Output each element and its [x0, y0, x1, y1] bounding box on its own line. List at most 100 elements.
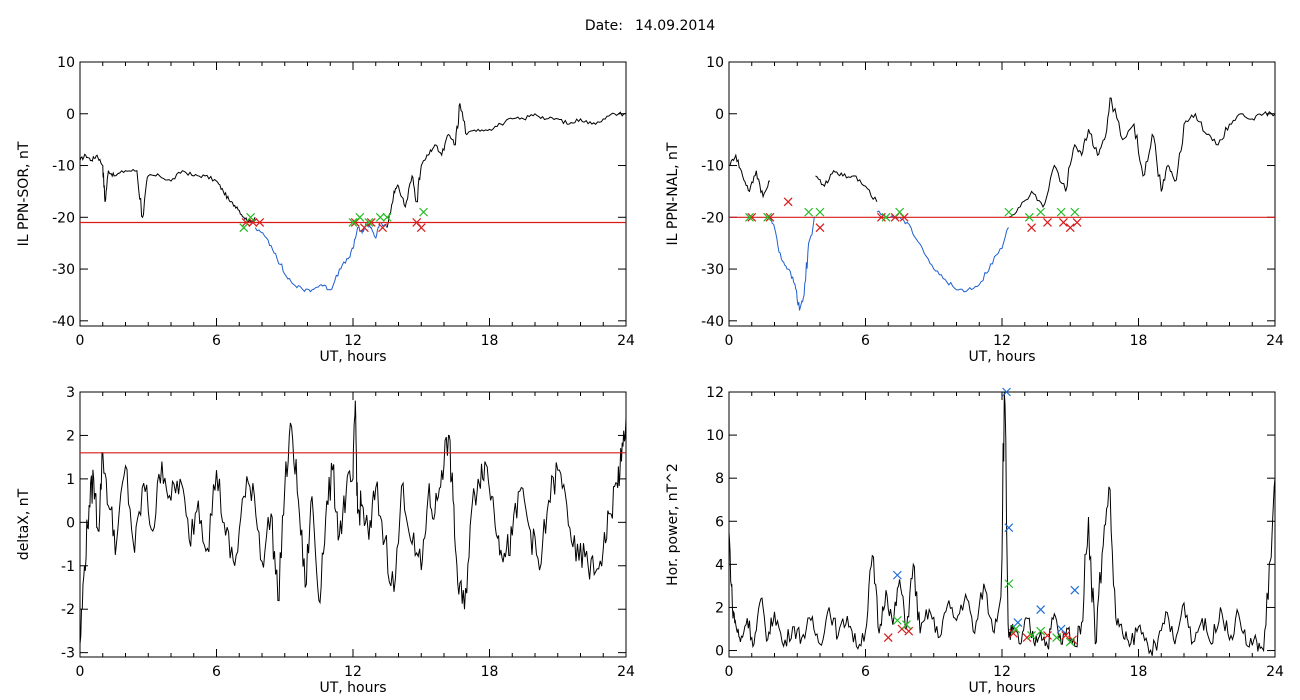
y-tick-label: -2	[61, 602, 75, 618]
x-tick-label: 24	[617, 333, 635, 349]
marker-red	[1061, 631, 1071, 640]
marker-green	[804, 207, 814, 217]
data-series-0	[729, 392, 1275, 656]
marker-blue	[1036, 605, 1046, 615]
marker-green	[902, 620, 911, 630]
x-tick-label: 0	[76, 664, 85, 680]
marker-green	[355, 212, 365, 222]
marker-green	[375, 212, 385, 222]
marker-green	[895, 207, 905, 217]
marker-blue	[1004, 523, 1014, 533]
data-series-0	[729, 153, 770, 199]
y-tick-label: 0	[66, 107, 75, 123]
y-tick-label: 2	[715, 600, 724, 616]
x-tick-label: 18	[481, 664, 499, 680]
marker-green	[1065, 637, 1075, 647]
marker-green	[1052, 633, 1062, 643]
marker-green	[1036, 626, 1046, 636]
x-tick-label: 0	[76, 333, 85, 349]
chart-power: 0 6 12 18 24 12 10 8 6 4 2 0 UT, hours Hor. power, nT…	[665, 385, 1284, 696]
marker-red	[1008, 628, 1018, 638]
marker-green	[1004, 579, 1014, 589]
marker-blue	[1056, 624, 1066, 634]
y-tick-label: 0	[66, 515, 75, 531]
marker-green	[1027, 631, 1036, 640]
marker-red	[1043, 631, 1052, 640]
marker-red	[248, 218, 258, 227]
y-tick-label: -10	[52, 159, 75, 175]
y-axis-label: Hor. power, nT^2	[665, 463, 681, 586]
marker-green	[419, 207, 428, 217]
x-axis-label: UT, hours	[319, 680, 386, 696]
chart-sor: 0 6 12 18 24 10 0 -10 -20 -30 -40 UT, hours IL PPN-S…	[16, 55, 635, 365]
marker-green	[1036, 207, 1046, 217]
marker-green	[745, 212, 754, 222]
y-tick-label: -40	[52, 314, 75, 330]
marker-green	[364, 218, 374, 227]
marker-red	[1065, 223, 1075, 233]
marker-green	[348, 218, 358, 227]
plot-frame	[79, 61, 627, 327]
plot-frame	[728, 61, 1276, 327]
x-axis-label: UT, hours	[968, 680, 1035, 696]
x-tick-label: 12	[344, 664, 362, 680]
x-tick-label: 0	[725, 664, 734, 680]
x-tick-label: 18	[481, 333, 499, 349]
date-value: 14.09.2014	[635, 18, 716, 34]
y-tick-label: 2	[66, 428, 75, 444]
marker-red	[747, 212, 757, 222]
y-tick-label: -30	[701, 262, 724, 278]
data-series-3	[876, 210, 1010, 293]
y-tick-label: 3	[66, 385, 75, 401]
y-tick-label: 10	[706, 55, 724, 71]
marker-red	[904, 626, 914, 636]
data-series-0	[80, 153, 256, 224]
marker-green	[881, 212, 891, 222]
marker-green	[1056, 207, 1066, 217]
x-axis-label: UT, hours	[968, 349, 1035, 365]
y-tick-label: 12	[706, 385, 724, 401]
marker-red	[1072, 218, 1082, 227]
x-tick-label: 6	[212, 664, 221, 680]
y-tick-label: 1	[66, 472, 75, 488]
y-axis-label: deltaX, nT	[16, 488, 32, 560]
data-series-0	[80, 400, 626, 645]
marker-red	[366, 218, 376, 227]
x-tick-label: 6	[861, 664, 870, 680]
x-tick-label: 24	[1266, 333, 1284, 349]
x-tick-label: 6	[212, 333, 221, 349]
y-tick-label: 10	[706, 428, 724, 444]
marker-green	[382, 212, 392, 222]
x-tick-label: 0	[725, 333, 734, 349]
y-tick-label: -20	[52, 210, 75, 226]
x-tick-label: 12	[993, 664, 1011, 680]
marker-green	[763, 212, 773, 222]
marker-red	[416, 223, 426, 233]
marker-red	[1022, 633, 1032, 643]
marker-green	[815, 207, 825, 217]
marker-blue	[1070, 585, 1080, 595]
marker-blue	[1013, 618, 1023, 627]
y-tick-label: 0	[715, 644, 724, 660]
y-tick-label: -1	[61, 559, 75, 575]
y-tick-label: 8	[715, 471, 724, 487]
date-label: Date:	[584, 18, 623, 34]
marker-red	[1059, 218, 1068, 227]
figure-title: Date: 14.09.2014	[0, 18, 1300, 34]
marker-red	[255, 218, 265, 227]
y-axis-label: IL PPN-NAL, nT	[665, 142, 681, 245]
marker-green	[239, 223, 249, 233]
data-series-2	[815, 169, 878, 202]
marker-green	[1070, 207, 1080, 217]
y-tick-label: 0	[715, 107, 724, 123]
y-tick-label: -20	[701, 210, 724, 226]
x-tick-label: 24	[1266, 664, 1284, 680]
y-axis-label: IL PPN-SOR, nT	[16, 141, 32, 246]
data-series-4	[1008, 97, 1275, 218]
marker-green	[1011, 624, 1021, 634]
y-tick-label: 10	[57, 55, 75, 71]
marker-red	[783, 197, 793, 207]
x-tick-label: 6	[861, 333, 870, 349]
marker-blue	[892, 570, 902, 580]
